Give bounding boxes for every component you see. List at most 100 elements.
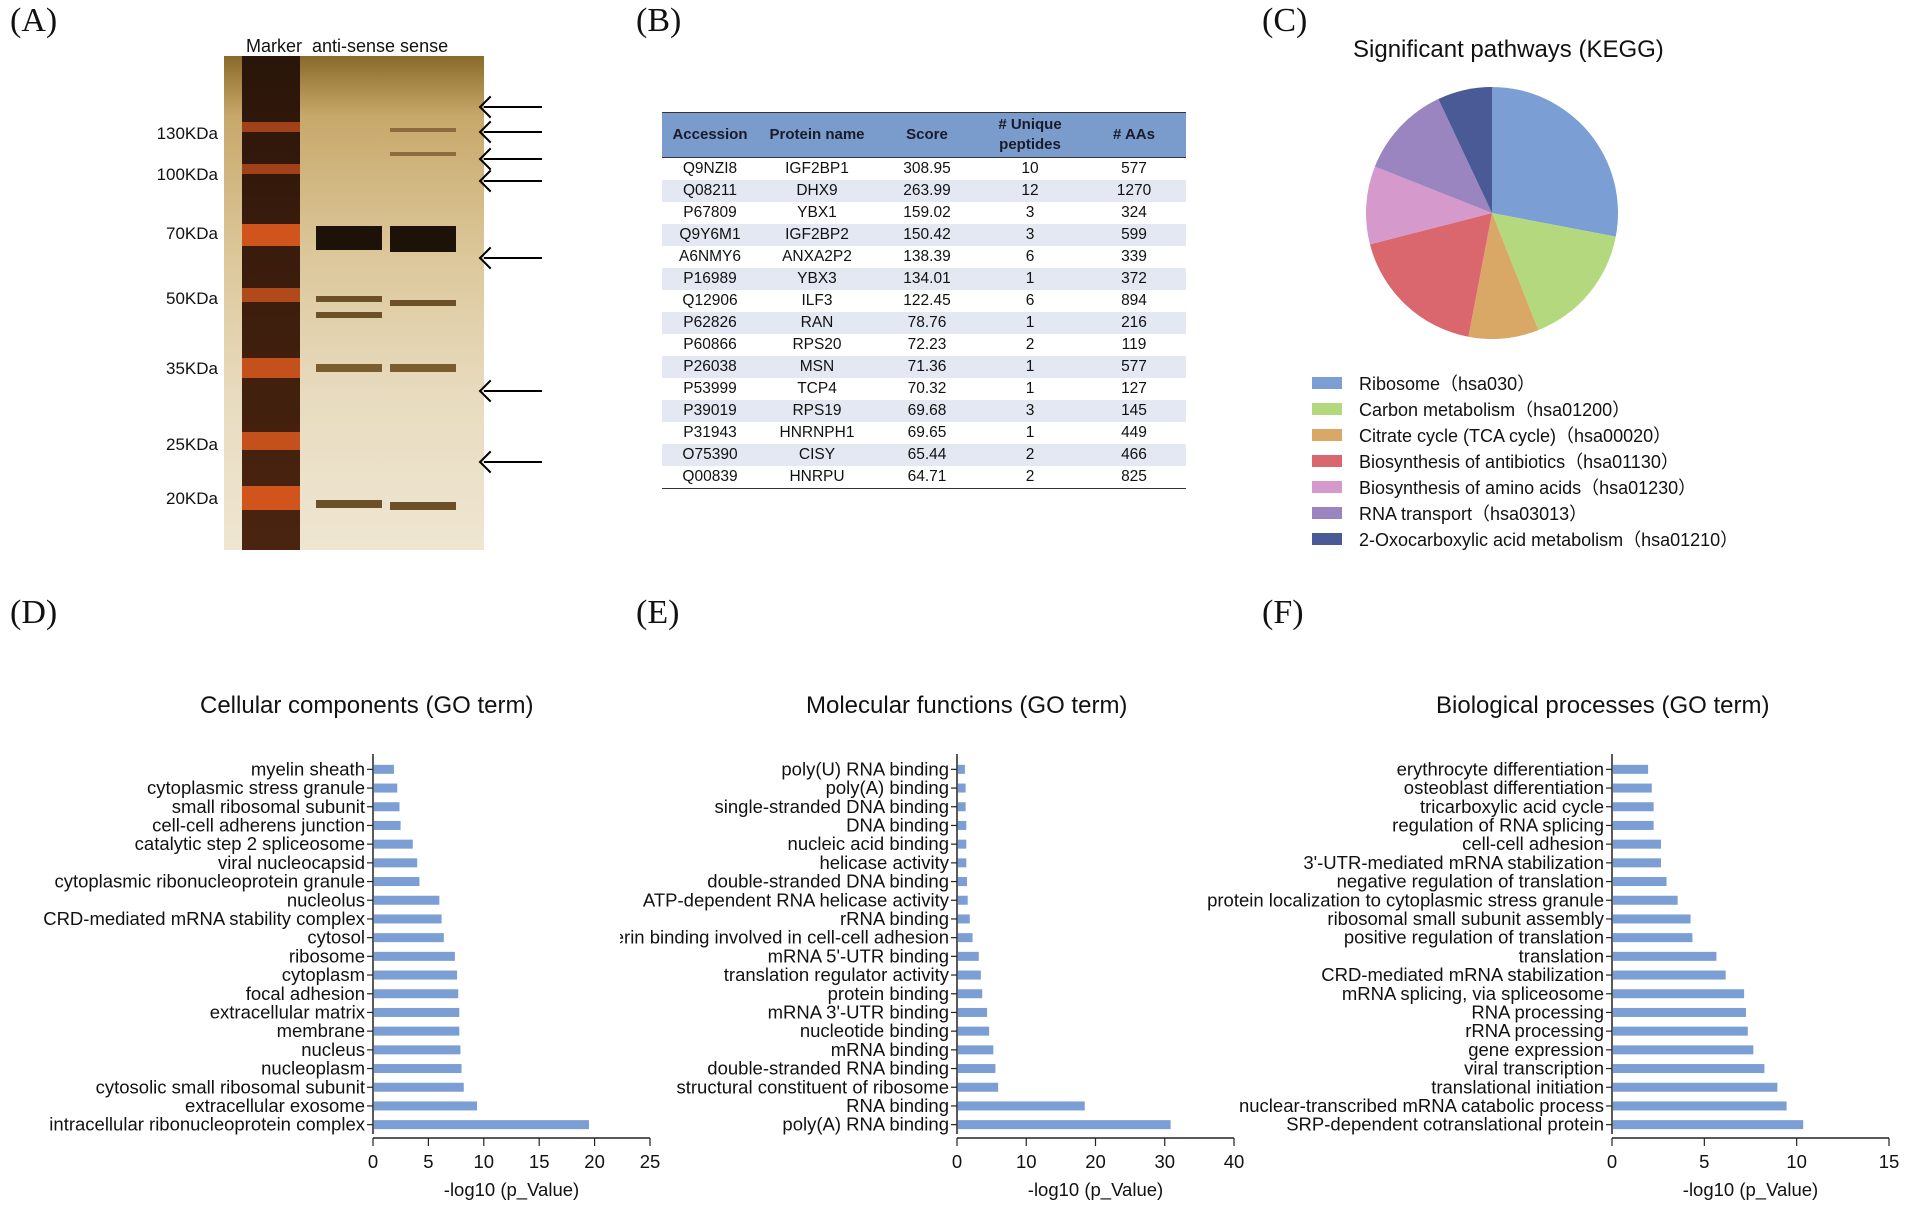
category-label: nucleoplasm — [261, 1058, 365, 1079]
pie-slice — [1468, 213, 1539, 339]
category-label: ribosome — [289, 945, 365, 966]
category-label: cytoplasmic ribonucleoprotein granule — [54, 871, 365, 892]
table-cell: 2 — [978, 466, 1082, 489]
table-row: P39019 RPS19 69.68 3 145 — [662, 400, 1186, 422]
bar — [1613, 1082, 1778, 1092]
category-label: cell-cell adhesion — [1462, 833, 1604, 854]
bar — [958, 1082, 999, 1092]
table-cell: ANXA2P2 — [758, 246, 876, 268]
panel-label-f: (F) — [1262, 594, 1304, 631]
category-label: cytoplasm — [282, 964, 365, 985]
category-label: extracellular exosome — [185, 1095, 365, 1116]
table-cell: 577 — [1082, 157, 1186, 180]
x-tick-label: 20 — [584, 1151, 605, 1172]
legend-item: 2-Oxocarboxylic acid metabolism（hsa01210… — [1312, 526, 1738, 552]
legend-label: Biosynthesis of amino acids（hsa01230） — [1359, 478, 1697, 498]
table-row: P67809 YBX1 159.02 3 324 — [662, 202, 1186, 224]
table-cell: 1 — [978, 312, 1082, 334]
bar — [374, 839, 413, 849]
category-label: positive regulation of translation — [1344, 927, 1604, 948]
bar — [958, 858, 967, 868]
bar — [374, 1082, 464, 1092]
pie-slice — [1369, 213, 1492, 337]
bar — [374, 1007, 460, 1017]
band-arrow — [484, 106, 542, 108]
x-tick-label: 0 — [368, 1151, 378, 1172]
table-cell: 825 — [1082, 466, 1186, 489]
category-label: mRNA binding — [831, 1039, 949, 1060]
category-label: osteoblast differentiation — [1404, 777, 1604, 798]
table-cell: RPS19 — [758, 400, 876, 422]
x-tick-label: 20 — [1085, 1151, 1106, 1172]
bar — [374, 951, 455, 961]
mf-chart-title: Molecular functions (GO term) — [806, 692, 1128, 719]
gel-lane-header: Marker anti-sense sense — [246, 36, 449, 56]
category-label: cytosolic small ribosomal subunit — [96, 1076, 365, 1097]
table-cell: 72.23 — [876, 334, 978, 356]
category-label: cadherin binding involved in cell-cell a… — [620, 927, 949, 948]
table-cell: 263.99 — [876, 180, 978, 202]
table-cell: 1 — [978, 356, 1082, 378]
table-row: P26038 MSN 71.36 1 577 — [662, 356, 1186, 378]
category-label: small ribosomal subunit — [172, 796, 365, 817]
table-cell: HNRNPH1 — [758, 422, 876, 444]
table-cell: 10 — [978, 157, 1082, 180]
table-cell: 64.71 — [876, 466, 978, 489]
table-cell: 127 — [1082, 378, 1186, 400]
bar — [958, 783, 966, 793]
x-tick-label: 15 — [1879, 1151, 1900, 1172]
bar — [374, 820, 401, 830]
anti-sense-lane — [316, 56, 382, 550]
table-header: Protein name — [758, 112, 876, 158]
category-label: poly(A) RNA binding — [782, 1114, 949, 1135]
legend-swatch — [1312, 507, 1342, 519]
panel-label-a: (A) — [10, 2, 58, 39]
category-label: regulation of RNA splicing — [1392, 814, 1604, 835]
category-label: protein localization to cytoplasmic stre… — [1207, 889, 1604, 910]
table-cell: 894 — [1082, 290, 1186, 312]
table-cell: 449 — [1082, 422, 1186, 444]
table-cell: 308.95 — [876, 157, 978, 180]
bar — [958, 877, 968, 887]
table-cell: P39019 — [662, 400, 758, 422]
bar — [1613, 989, 1745, 999]
table-cell: 159.02 — [876, 202, 978, 224]
category-label: nucleus — [301, 1039, 365, 1060]
legend-label: Biosynthesis of antibiotics（hsa01130） — [1359, 452, 1679, 472]
table-cell: 466 — [1082, 444, 1186, 466]
table-cell: MSN — [758, 356, 876, 378]
table-cell: O75390 — [662, 444, 758, 466]
table-cell: 324 — [1082, 202, 1186, 224]
bar — [374, 895, 440, 905]
bar — [374, 1064, 462, 1074]
legend-label: 2-Oxocarboxylic acid metabolism（hsa01210… — [1359, 530, 1739, 550]
category-label: catalytic step 2 spliceosome — [135, 833, 365, 854]
category-label: double-stranded RNA binding — [707, 1058, 949, 1079]
table-cell: HNRPU — [758, 466, 876, 489]
table-cell: IGF2BP2 — [758, 224, 876, 246]
category-label: viral nucleocapsid — [218, 852, 365, 873]
table-cell: 69.68 — [876, 400, 978, 422]
category-label: single-stranded DNA binding — [715, 796, 949, 817]
legend-label: Carbon metabolism（hsa01200） — [1359, 400, 1631, 420]
band-arrow — [484, 131, 542, 133]
table-row: P60866 RPS20 72.23 2 119 — [662, 334, 1186, 356]
table-row: P53999 TCP4 70.32 1 127 — [662, 378, 1186, 400]
table-cell: RAN — [758, 312, 876, 334]
table-cell: RPS20 — [758, 334, 876, 356]
category-label: mRNA 5'-UTR binding — [768, 945, 949, 966]
category-label: nucleolus — [287, 889, 365, 910]
x-axis-title: -log10 (p_Value) — [1028, 1179, 1163, 1201]
marker-label: 130KDa — [156, 124, 218, 143]
table-cell: 71.36 — [876, 356, 978, 378]
table-cell: 1 — [978, 268, 1082, 290]
table-row: Q9NZI8 IGF2BP1 308.95 10 577 — [662, 157, 1186, 180]
legend-item: Ribosome（hsa030） — [1312, 370, 1738, 396]
category-label: extracellular matrix — [210, 1001, 366, 1022]
table-cell: 122.45 — [876, 290, 978, 312]
bar — [1613, 895, 1678, 905]
bar — [958, 820, 967, 830]
bar — [1613, 1026, 1748, 1036]
